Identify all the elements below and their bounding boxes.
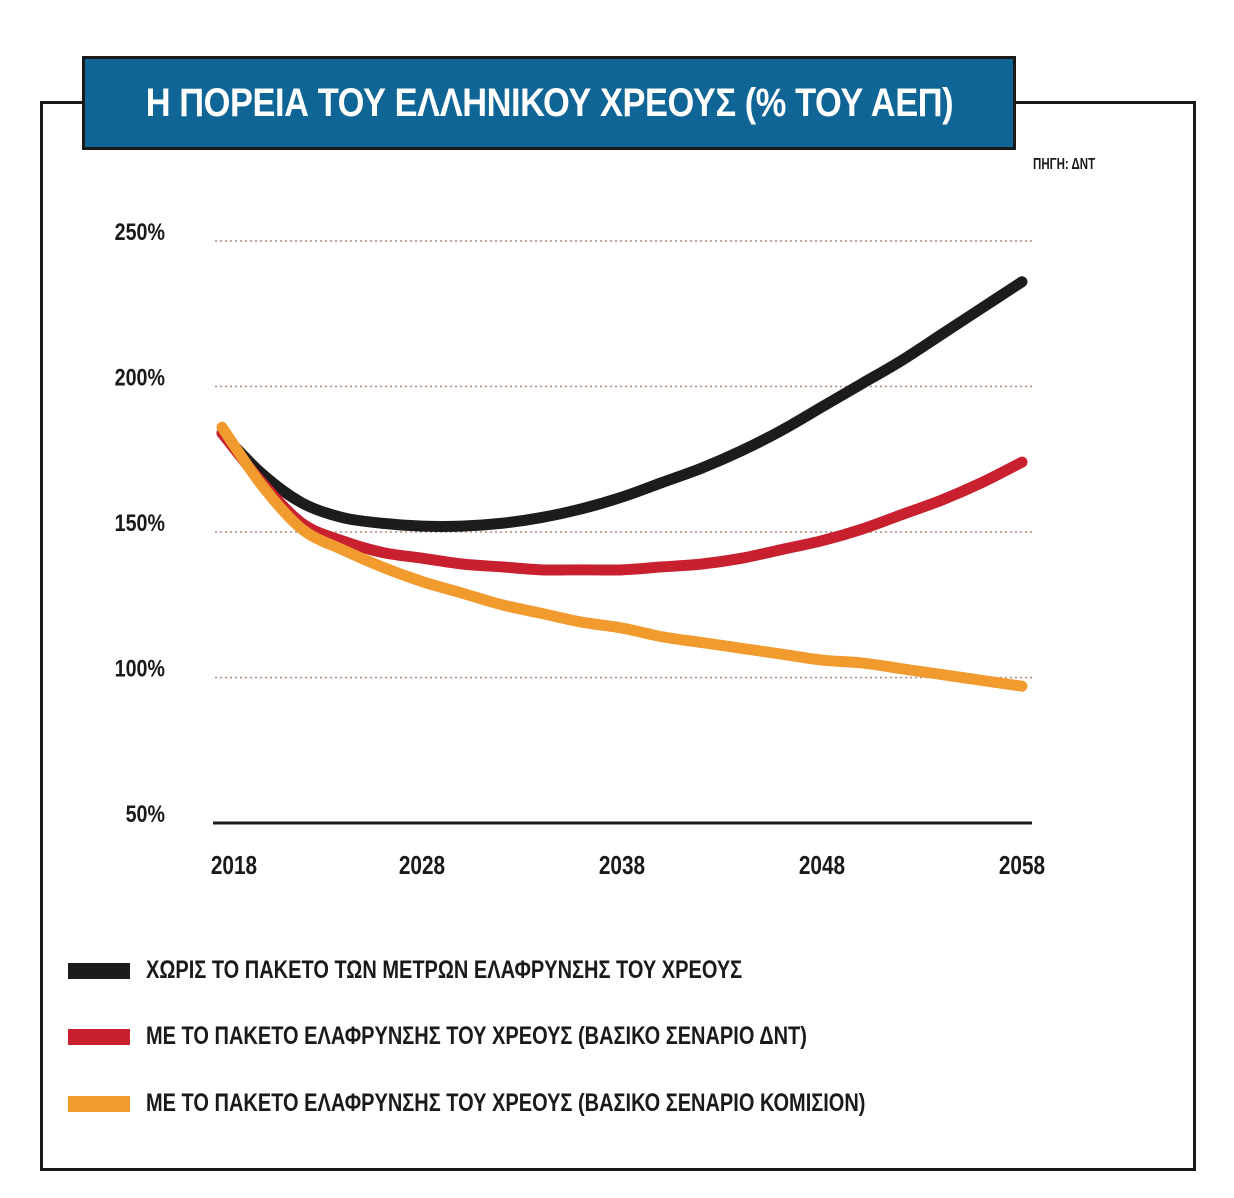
x-tick-label: 2058 [999,851,1045,880]
x-tick-labels: 2018 2028 2038 2048 2058 [211,851,1045,880]
source-note: ΠΗΓΗ: ΔΝΤ [1033,156,1096,173]
x-tick-label: 2038 [599,851,645,880]
legend-swatch-red [68,1028,130,1045]
legend-label: ΜΕ ΤΟ ΠΑΚΕΤΟ ΕΛΑΦΡΥΝΣΗΣ ΤΟΥ ΧΡΕΟΥΣ (ΒΑΣΙ… [146,1089,866,1117]
series-lines [216,276,1028,692]
gridlines [215,240,1032,679]
series-line-commission [216,421,1028,692]
y-tick-label: 250% [115,218,165,245]
legend-label: ΜΕ ΤΟ ΠΑΚΕΤΟ ΕΛΑΦΡΥΝΣΗΣ ΤΟΥ ΧΡΕΟΥΣ (ΒΑΣΙ… [146,1022,807,1050]
legend-swatch-orange [68,1095,130,1112]
y-tick-label: 100% [115,655,165,682]
y-tick-label: 150% [115,509,165,536]
x-tick-label: 2018 [211,851,257,880]
x-tick-label: 2028 [399,851,445,880]
legend-item-imf-scenario: ΜΕ ΤΟ ΠΑΚΕΤΟ ΕΛΑΦΡΥΝΣΗΣ ΤΟΥ ΧΡΕΟΥΣ (ΒΑΣΙ… [68,1022,972,1051]
x-tick-label: 2048 [799,851,845,880]
title-banner: Η ΠΟΡΕΙΑ ΤΟΥ ΕΛΛΗΝΙΚΟΥ ΧΡΕΟΥΣ (% ΤΟΥ ΑΕΠ… [82,56,1016,150]
legend-swatch-black [68,962,130,979]
legend-label: ΧΩΡΙΣ ΤΟ ΠΑΚΕΤΟ ΤΩΝ ΜΕΤΡΩΝ ΕΛΑΦΡΥΝΣΗΣ ΤΟ… [146,956,743,984]
y-tick-labels: 50% 100% 150% 200% 250% [115,218,165,827]
y-tick-label: 200% [115,364,165,391]
series-line-no-relief [216,276,1028,533]
legend-item-commission-scenario: ΜΕ ΤΟ ΠΑΚΕΤΟ ΕΛΑΦΡΥΝΣΗΣ ΤΟΥ ΧΡΕΟΥΣ (ΒΑΣΙ… [68,1089,1045,1118]
y-tick-label: 50% [126,800,165,827]
legend-item-no-relief: ΧΩΡΙΣ ΤΟ ΠΑΚΕΤΟ ΤΩΝ ΜΕΤΡΩΝ ΕΛΑΦΡΥΝΣΗΣ ΤΟ… [68,956,891,985]
chart-title: Η ΠΟΡΕΙΑ ΤΟΥ ΕΛΛΗΝΙΚΟΥ ΧΡΕΟΥΣ (% ΤΟΥ ΑΕΠ… [145,80,953,125]
series-line-imf [216,427,1028,576]
